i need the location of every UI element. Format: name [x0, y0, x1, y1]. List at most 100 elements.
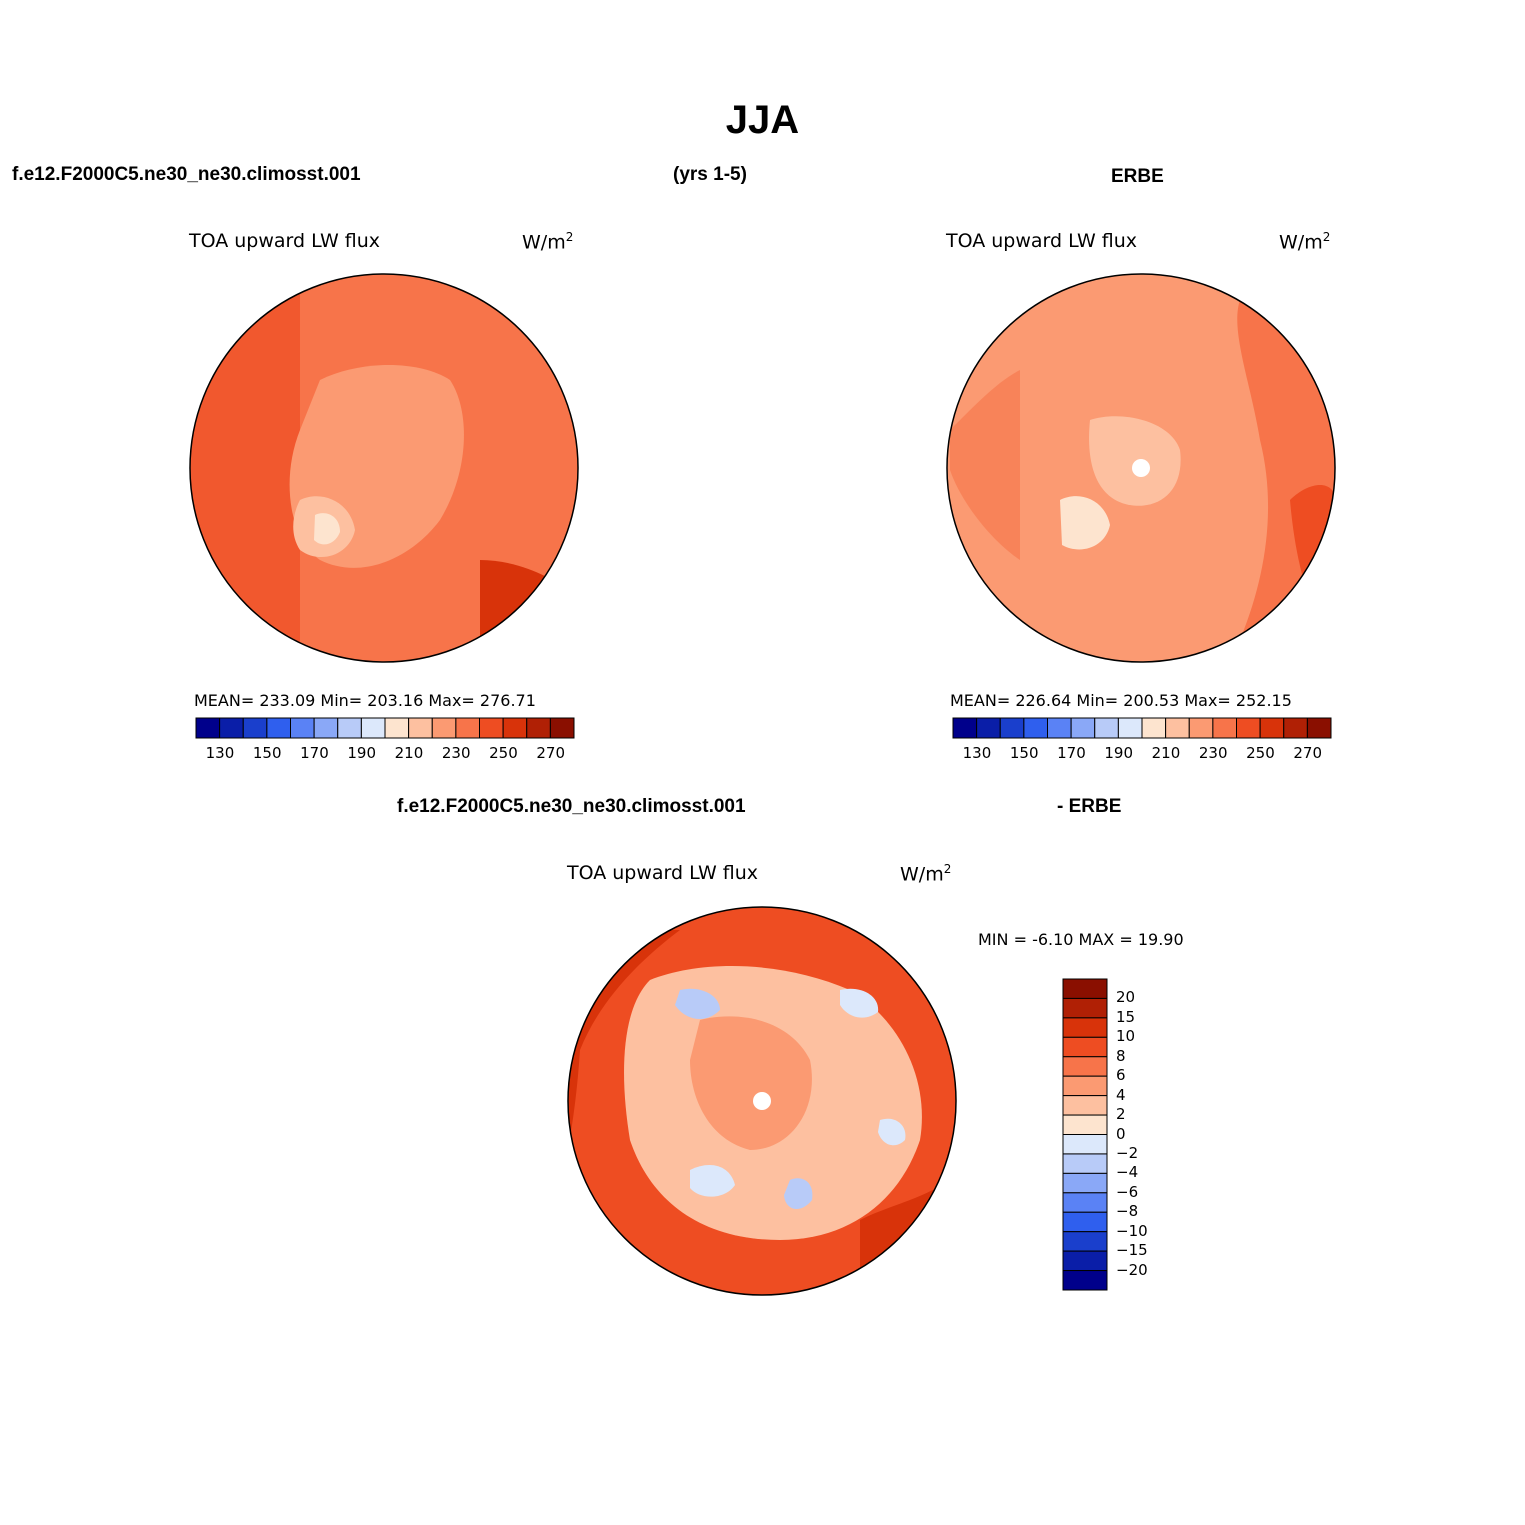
colorbar-swatch: [431, 717, 457, 739]
colorbar-tick-label: −8: [1116, 1202, 1139, 1221]
colorbar-swatch: [1062, 1095, 1108, 1116]
colorbar-swatch: [502, 717, 528, 739]
obs-stats: MEAN= 226.64 Min= 200.53 Max= 252.15: [950, 691, 1292, 710]
colorbar-swatch: [1212, 717, 1237, 739]
diff-variable-label: TOA upward LW flux: [567, 862, 759, 884]
colorbar-swatch: [1062, 1231, 1108, 1252]
colorbar-tick-label: −6: [1116, 1182, 1139, 1201]
diff-units-label: W/m2: [900, 862, 952, 886]
colorbar-tick-label: 210: [1151, 744, 1181, 762]
colorbar-swatch: [337, 717, 362, 739]
colorbar-tick-label: 270: [1293, 744, 1323, 762]
colorbar-tick-label: 150: [252, 744, 282, 762]
colorbar-swatch: [1062, 1017, 1108, 1038]
colorbar-swatch: [1062, 1153, 1108, 1174]
colorbar-swatch: [1283, 717, 1308, 739]
colorbar-swatch: [1236, 717, 1261, 739]
colorbar-swatch: [1062, 1270, 1108, 1291]
colorbar-tick-label: 270: [536, 744, 566, 762]
obs-colorbar-ticks: 130 150 170 190 210 230 250 270: [952, 744, 1332, 764]
colorbar-swatch: [1165, 717, 1190, 739]
colorbar-swatch: [1062, 1056, 1108, 1077]
colorbar-swatch: [195, 717, 221, 739]
colorbar-tick-label: 20: [1116, 988, 1136, 1007]
colorbar-swatch: [479, 717, 504, 739]
colorbar-swatch: [266, 717, 291, 739]
model-variable-label: TOA upward LW flux: [189, 230, 381, 252]
colorbar-tick-label: 6: [1116, 1066, 1126, 1085]
obs-units-label: W/m2: [1279, 230, 1331, 254]
model-colorbar-ticks: 130 150 170 190 210 230 250 270: [195, 744, 575, 764]
diff-obs-header: - ERBE: [1057, 796, 1122, 817]
colorbar-tick-label: 4: [1116, 1085, 1126, 1104]
colorbar-swatch: [1047, 717, 1072, 739]
obs-name-header: ERBE: [1111, 166, 1164, 187]
colorbar-swatch: [1094, 717, 1119, 739]
obs-colorbar: [952, 717, 1332, 739]
colorbar-swatch: [1259, 717, 1285, 739]
colorbar-tick-label: 230: [1198, 744, 1228, 762]
colorbar-swatch: [1062, 1250, 1108, 1272]
colorbar-tick-label: −4: [1116, 1163, 1139, 1182]
model-stats: MEAN= 233.09 Min= 203.16 Max= 276.71: [194, 691, 536, 710]
colorbar-tick-label: 190: [1104, 744, 1134, 762]
colorbar-swatch: [1117, 717, 1143, 739]
colorbar-swatch: [455, 717, 480, 739]
colorbar-swatch: [384, 717, 410, 739]
colorbar-tick-label: −15: [1116, 1241, 1148, 1260]
colorbar-tick-label: 170: [300, 744, 329, 762]
colorbar-swatch: [1062, 1134, 1108, 1155]
colorbar-swatch: [313, 717, 339, 739]
colorbar-swatch: [1062, 978, 1108, 999]
colorbar-swatch: [976, 717, 1001, 739]
model-colorbar: [195, 717, 575, 739]
colorbar-swatch: [952, 717, 978, 739]
colorbar-tick-label: 190: [347, 744, 377, 762]
colorbar-swatch: [290, 717, 315, 739]
colorbar-swatch: [1062, 1036, 1108, 1058]
years-header: (yrs 1-5): [673, 164, 747, 185]
colorbar-tick-label: −20: [1116, 1260, 1148, 1279]
colorbar-swatch: [219, 717, 244, 739]
diff-colorbar: [1062, 978, 1108, 1291]
colorbar-tick-label: −10: [1116, 1221, 1148, 1240]
colorbar-swatch: [1141, 717, 1167, 739]
diff-colorbar-ticks: 20 15 10 8 6 4 2 0 −2 −4 −6 −8 −10 −15 −20: [1116, 978, 1176, 1291]
colorbar-tick-label: 15: [1116, 1007, 1136, 1026]
colorbar-swatch: [1070, 717, 1096, 739]
colorbar-tick-label: 130: [962, 744, 992, 762]
colorbar-tick-label: −2: [1116, 1143, 1139, 1162]
colorbar-swatch: [242, 717, 268, 739]
colorbar-swatch: [1188, 717, 1214, 739]
figure-title: JJA: [725, 98, 800, 142]
colorbar-swatch: [526, 717, 551, 739]
colorbar-tick-label: 0: [1116, 1124, 1126, 1143]
colorbar-tick-label: 230: [441, 744, 471, 762]
colorbar-swatch: [1023, 717, 1048, 739]
colorbar-swatch: [1062, 1114, 1108, 1135]
colorbar-swatch: [1062, 1172, 1108, 1194]
model-units-label: W/m2: [522, 230, 574, 254]
obs-variable-label: TOA upward LW flux: [946, 230, 1138, 252]
colorbar-swatch: [999, 717, 1025, 739]
colorbar-tick-label: 10: [1116, 1027, 1136, 1046]
colorbar-tick-label: 2: [1116, 1105, 1126, 1124]
diff-stats: MIN = -6.10 MAX = 19.90: [978, 930, 1184, 949]
colorbar-tick-label: 170: [1057, 744, 1086, 762]
colorbar-swatch: [1062, 997, 1108, 1019]
colorbar-swatch: [1062, 1211, 1108, 1233]
colorbar-tick-label: 130: [205, 744, 235, 762]
colorbar-tick-label: 250: [1246, 744, 1275, 762]
colorbar-swatch: [1306, 717, 1332, 739]
colorbar-tick-label: 8: [1116, 1046, 1126, 1065]
diff-case-header: f.e12.F2000C5.ne30_ne30.climosst.001: [397, 796, 746, 817]
colorbar-swatch: [1062, 1075, 1108, 1097]
colorbar-swatch: [549, 717, 575, 739]
colorbar-swatch: [1062, 1192, 1108, 1213]
case-name-header: f.e12.F2000C5.ne30_ne30.climosst.001: [12, 164, 361, 185]
colorbar-tick-label: 150: [1009, 744, 1039, 762]
colorbar-swatch: [360, 717, 386, 739]
colorbar-tick-label: 210: [394, 744, 424, 762]
colorbar-tick-label: 250: [489, 744, 518, 762]
